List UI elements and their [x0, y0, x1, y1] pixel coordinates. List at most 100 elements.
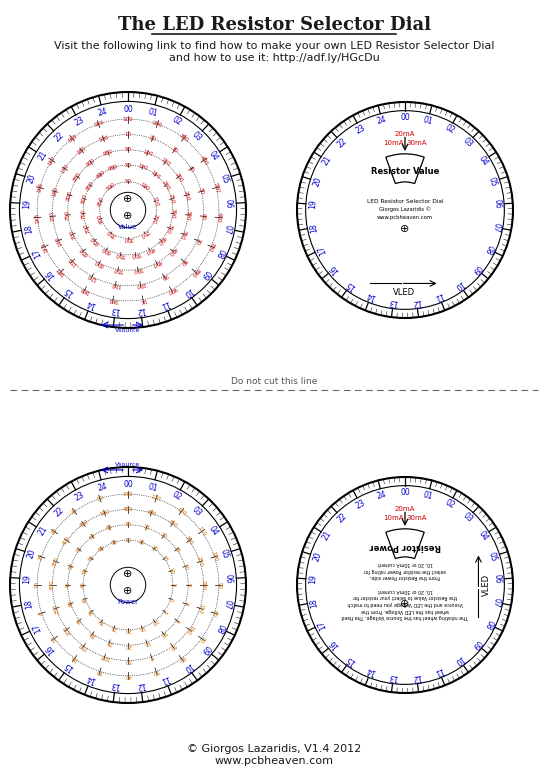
Text: 450: 450 [123, 507, 133, 512]
Text: 20: 20 [26, 173, 38, 184]
Text: 750: 750 [65, 209, 71, 220]
Text: 19: 19 [22, 574, 32, 584]
Text: 09: 09 [199, 642, 212, 656]
Text: 800: 800 [81, 193, 88, 205]
Text: 1K6: 1K6 [36, 182, 44, 194]
Text: 30mA: 30mA [407, 515, 427, 521]
Text: 350: 350 [52, 556, 60, 567]
Text: 30: 30 [124, 522, 132, 527]
Text: 40: 40 [67, 600, 74, 608]
Text: 250: 250 [168, 193, 175, 205]
Text: 05: 05 [218, 548, 230, 560]
Text: 10: 10 [453, 278, 466, 291]
Text: 00: 00 [123, 105, 133, 114]
Text: 800: 800 [66, 190, 73, 201]
Text: 02: 02 [170, 491, 183, 503]
Text: 18: 18 [24, 598, 34, 609]
Text: 800: 800 [190, 266, 200, 277]
Text: 16: 16 [44, 642, 57, 656]
Text: 50: 50 [124, 163, 132, 167]
Text: 08: 08 [213, 622, 225, 634]
Text: 850: 850 [73, 171, 83, 183]
Text: 900: 900 [165, 285, 177, 294]
Text: 170: 170 [60, 163, 70, 174]
Text: 55: 55 [88, 554, 96, 563]
Text: 1K8: 1K8 [66, 133, 78, 143]
Text: 190: 190 [98, 135, 109, 143]
Text: 250: 250 [52, 603, 60, 614]
Text: 21: 21 [37, 525, 49, 537]
Text: 450: 450 [151, 258, 162, 267]
Text: 950: 950 [102, 149, 114, 157]
Text: 200: 200 [62, 624, 72, 635]
Text: 250: 250 [182, 190, 190, 201]
Text: 900: 900 [95, 170, 106, 180]
Text: 350: 350 [167, 518, 178, 529]
Text: 160: 160 [51, 186, 59, 197]
Text: LED Resistor Selector Dial: LED Resistor Selector Dial [367, 199, 443, 204]
Text: 25: 25 [138, 539, 146, 546]
Text: 65: 65 [105, 525, 113, 531]
Text: 70: 70 [193, 236, 201, 245]
Text: 100: 100 [123, 117, 133, 122]
Text: 40: 40 [82, 594, 89, 603]
Text: 15: 15 [138, 624, 146, 631]
Text: and how to use it: http://adf.ly/HGcDu: and how to use it: http://adf.ly/HGcDu [169, 53, 379, 63]
Text: 10mA: 10mA [383, 140, 403, 146]
Text: 250: 250 [196, 556, 204, 567]
Text: 20: 20 [124, 627, 132, 632]
Text: 24: 24 [376, 115, 388, 126]
Text: 350: 350 [179, 229, 187, 240]
Text: 11: 11 [159, 673, 171, 685]
Text: 600: 600 [101, 245, 112, 254]
Text: 08: 08 [213, 246, 225, 259]
Text: 02: 02 [443, 498, 456, 511]
Text: 04: 04 [207, 525, 220, 538]
Text: 09: 09 [199, 267, 212, 281]
Text: 50: 50 [152, 668, 160, 675]
Text: 09: 09 [470, 637, 483, 650]
Text: 5: 5 [170, 584, 175, 587]
Text: 1K3: 1K3 [56, 266, 66, 277]
Text: 45: 45 [81, 581, 85, 588]
Text: 10: 10 [124, 132, 132, 137]
Text: 04: 04 [207, 150, 220, 163]
Text: 17: 17 [31, 622, 43, 634]
Text: 200: 200 [161, 180, 170, 191]
Text: 03: 03 [461, 511, 475, 525]
Text: www.pcbheaven.com: www.pcbheaven.com [377, 215, 433, 220]
Text: 13: 13 [110, 680, 121, 691]
Text: 01: 01 [147, 107, 159, 118]
Text: 850: 850 [85, 180, 95, 191]
Text: 50: 50 [96, 495, 104, 502]
Text: 130: 130 [150, 494, 162, 502]
Text: The rotating wheel has the Source Voltage. The fixed
wheel has the LED Voltage. : The rotating wheel has the Source Voltag… [342, 562, 468, 619]
Text: 17: 17 [315, 618, 328, 631]
Text: 50: 50 [124, 147, 132, 153]
Text: 10: 10 [167, 567, 174, 575]
Text: 55: 55 [75, 546, 83, 554]
Text: 150: 150 [78, 641, 89, 651]
Text: 30: 30 [98, 617, 106, 625]
Text: 400: 400 [97, 213, 105, 225]
Text: 0: 0 [168, 597, 174, 601]
Text: 12: 12 [412, 297, 422, 307]
Text: 500: 500 [213, 182, 220, 194]
Text: 05: 05 [218, 173, 230, 185]
Text: 50: 50 [198, 188, 204, 195]
Text: 150: 150 [196, 603, 204, 614]
Text: 00: 00 [400, 113, 410, 122]
Text: 0: 0 [39, 611, 44, 615]
Text: 100: 100 [99, 653, 111, 661]
Text: 300: 300 [123, 236, 133, 241]
Text: ⊕: ⊕ [123, 211, 133, 221]
Text: ⊕: ⊕ [400, 599, 410, 609]
Text: 30mA: 30mA [407, 140, 427, 146]
Text: 30: 30 [170, 146, 179, 154]
Text: 0: 0 [182, 601, 188, 606]
Text: 19: 19 [308, 199, 318, 209]
Text: 60: 60 [98, 545, 106, 553]
Text: 20mA: 20mA [395, 132, 415, 137]
Text: 300: 300 [170, 208, 175, 219]
Text: 50: 50 [124, 658, 132, 663]
